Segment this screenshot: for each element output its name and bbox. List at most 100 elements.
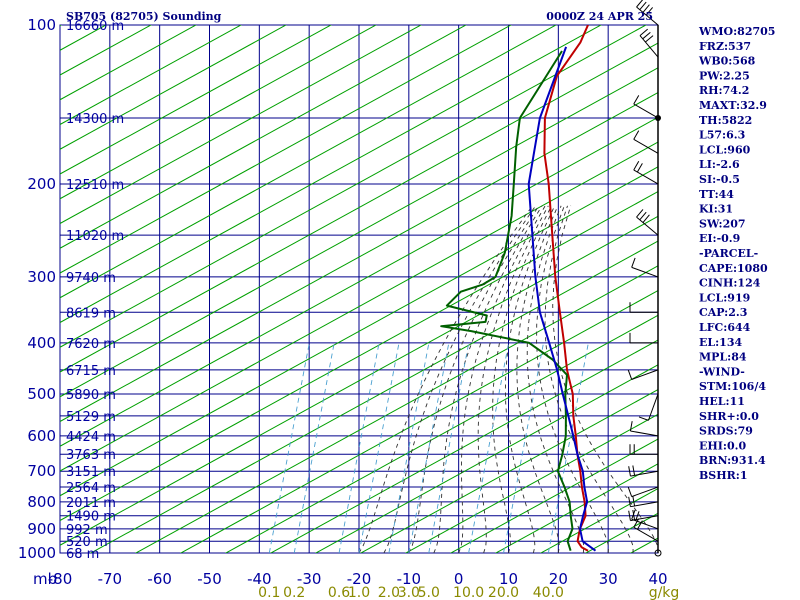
height-tick-label: 12510 m	[66, 178, 124, 193]
index-line: LI:-2.6	[699, 158, 740, 171]
mixing-ratio-label: 2.0	[378, 585, 400, 600]
dry-adiabat	[269, 339, 658, 553]
height-tick-label: 992 m	[66, 523, 108, 538]
moist-adiabat	[536, 205, 609, 553]
wind-barb-flag	[635, 511, 640, 521]
wind-barb-flag	[636, 209, 644, 218]
index-line: PW:2.25	[699, 69, 750, 82]
index-line: SI:-0.5	[699, 173, 740, 186]
dewpoint-line	[440, 50, 574, 552]
wind-barb	[631, 266, 659, 278]
wind-barb-flag	[632, 465, 636, 476]
index-line: LFC:644	[699, 321, 751, 334]
mixing-ratio-label: 20.0	[488, 585, 519, 600]
moist-adiabat	[504, 205, 556, 553]
wind-barb-flag	[642, 4, 650, 13]
height-tick-label: 16660 m	[66, 19, 124, 34]
wind-barb-flag	[632, 496, 636, 507]
height-tick-label: 6715 m	[66, 364, 116, 379]
index-line: L57:6.3	[699, 129, 745, 142]
wind-barb-flag	[636, 0, 644, 8]
wind-barb-flag	[638, 416, 649, 421]
wind-barb-flag	[627, 487, 633, 497]
wind-barb-flag	[633, 161, 640, 171]
moist-adiabat	[526, 205, 585, 553]
index-line: LCL:919	[699, 291, 750, 304]
index-line: CINH:124	[699, 277, 761, 290]
index-line: SRDS:79	[699, 425, 753, 438]
temperature-tick-label: 10	[499, 570, 518, 588]
index-line: EL:134	[699, 336, 742, 349]
pressure-tick-label: 1000	[18, 544, 56, 562]
wind-barb	[631, 486, 659, 498]
sounding-datetime: 0000Z 24 APR 25	[546, 10, 653, 23]
index-line: SHR+:0.0	[699, 410, 759, 423]
height-tick-label: 7620 m	[66, 337, 116, 352]
wind-barb	[633, 138, 659, 154]
pressure-tick-label: 900	[27, 520, 56, 538]
index-line: CAP:2.3	[699, 306, 747, 319]
mixing-ratio-label: 3.0	[398, 585, 420, 600]
wind-barb	[633, 103, 659, 119]
wind-barb-flag	[645, 35, 654, 43]
pressure-tick-label: 100	[27, 16, 56, 34]
index-line: FRZ:537	[699, 40, 751, 53]
dry-adiabat	[134, 265, 658, 553]
temperature-tick-label: 30	[599, 570, 618, 588]
temperature-tick-label: -80	[48, 570, 73, 588]
index-line: MAXT:32.9	[699, 99, 767, 112]
temperature-tick-label: 40	[648, 570, 667, 588]
pressure-unit-label: mb	[33, 570, 57, 588]
index-line: WMO:82705	[698, 25, 775, 38]
mixing-ratio-label: 0.6	[328, 585, 350, 600]
index-line: KI:31	[699, 203, 733, 216]
height-tick-label: 11020 m	[66, 229, 124, 244]
height-tick-label: 68 m	[66, 547, 99, 562]
moist-adiabat	[492, 205, 552, 553]
index-line: EI:-0.9	[699, 232, 740, 245]
pressure-tick-label: 500	[27, 385, 56, 403]
pressure-tick-label: 700	[27, 462, 56, 480]
height-tick-label: 5890 m	[66, 388, 116, 403]
pressure-tick-label: 200	[27, 175, 56, 193]
wind-barb	[630, 430, 659, 437]
height-tick-label: 2011 m	[66, 496, 116, 511]
index-line: -PARCEL-	[699, 247, 758, 260]
moist-adiabat	[458, 205, 546, 553]
wind-barb-flag	[631, 509, 636, 520]
temperature-tick-label: -30	[297, 570, 322, 588]
index-line: SW:207	[699, 217, 746, 230]
moist-adiabat	[477, 205, 549, 553]
index-line: STM:106/4	[699, 380, 766, 393]
moist-adiabat	[552, 205, 658, 553]
height-tick-label: 4424 m	[66, 430, 116, 445]
moist-adiabat	[516, 205, 560, 553]
index-line: TT:44	[699, 188, 734, 201]
pressure-tick-label: 400	[27, 334, 56, 352]
wind-barb-flag	[639, 211, 647, 221]
temperature-tick-label: -40	[247, 570, 272, 588]
wind-barb-flag	[636, 163, 643, 173]
mixing-ratio-label: 0.2	[283, 585, 305, 600]
index-line: -WIND-	[699, 365, 745, 378]
wind-barb-flag	[639, 1, 647, 11]
wind-barb	[631, 369, 659, 380]
height-tick-label: 3151 m	[66, 465, 116, 480]
wind-barb-flag	[631, 257, 636, 268]
mixing-ratio-label: 0.1	[258, 585, 280, 600]
dry-adiabat	[449, 438, 658, 553]
